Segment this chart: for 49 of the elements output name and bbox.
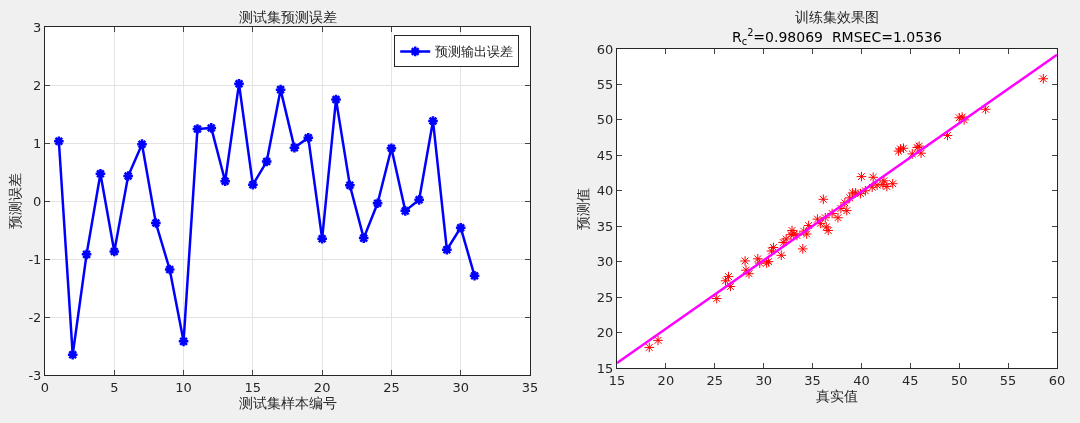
y-tick-label: -3 [28,367,42,383]
x-tick-label: 35 [804,372,821,388]
x-tick-label: 40 [853,372,870,388]
y-tick-label: -1 [28,251,42,267]
point [426,114,440,128]
point [232,77,246,90]
y-tick-label: 2 [33,77,42,93]
y-tick-label: 45 [596,147,614,163]
chart-title: 测试集预测误差 [239,9,337,25]
y-tick-label: 55 [596,76,614,92]
x-tick-label: 35 [521,379,539,395]
chart-subtitle: R$_{c}$$^{2}$=0.98069 RMSEC=1.0536 [732,27,943,47]
point [80,248,93,261]
y-axis-title: 预测值 [575,187,592,230]
x-tick-label: 60 [1048,372,1066,388]
y-tick-label: 1 [33,135,42,151]
x-tick-label: 10 [175,379,192,395]
x-tick-label: 20 [657,372,675,388]
x-axis-title: 测试集样本编号 [238,394,337,411]
x-tick-label: 55 [999,372,1017,388]
x-axis-title: 真实值 [816,387,858,404]
y-tick-label: 50 [596,112,614,128]
x-tick-label: 20 [313,379,331,395]
point [149,216,162,230]
y-tick-label: 30 [596,254,614,270]
y-tick-label: 3 [33,19,42,35]
x-tick-label: 5 [110,379,119,395]
point [260,155,273,168]
x-tick-label: 15 [244,379,262,395]
x-tick-label: 25 [706,372,724,388]
chart-title: 训练集效果图 [795,9,879,25]
point [329,93,343,106]
point [288,141,301,154]
x-tick-label: 45 [902,372,919,388]
legend-label: 预测输出误差 [435,44,514,60]
y-tick-label: 35 [596,218,614,234]
x-tick-label: 30 [452,379,469,395]
y-axis-title: 预测误差 [7,173,24,229]
x-tick-label: 30 [755,372,772,388]
y-tick-label: 0 [33,193,42,209]
point [135,138,149,151]
y-tick-label: 40 [596,183,614,199]
y-tick-label: -2 [28,309,42,325]
x-tick-label: 50 [950,372,968,388]
y-tick-label: 60 [596,41,614,57]
x-tick-label: 25 [383,379,400,395]
y-tick-label: 20 [596,325,614,341]
point [163,263,176,276]
y-tick-label: 25 [596,289,614,305]
